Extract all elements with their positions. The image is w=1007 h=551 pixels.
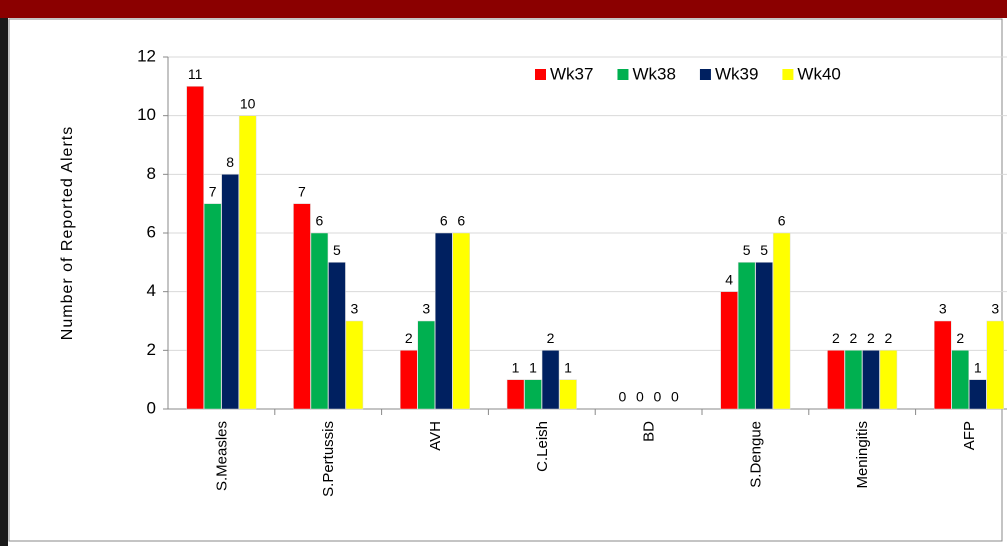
bar <box>293 203 311 410</box>
bar <box>506 379 525 410</box>
x-tick-label: BD <box>641 421 658 442</box>
bar <box>737 262 756 410</box>
bar <box>862 350 880 410</box>
y-tick-label: 0 <box>147 398 156 417</box>
data-label: 2 <box>956 330 964 346</box>
legend-label: Wk38 <box>632 64 675 83</box>
y-tick-label: 4 <box>147 281 156 300</box>
data-label: 6 <box>778 213 786 229</box>
y-axis-title: Number of Reported Alerts <box>59 126 76 340</box>
data-label: 0 <box>636 389 644 405</box>
data-label: 6 <box>440 213 448 229</box>
data-label: 8 <box>226 154 234 170</box>
x-tick-label: Meningitis <box>854 421 871 489</box>
data-label: 5 <box>333 242 341 258</box>
bar <box>310 232 329 410</box>
y-tick-label: 10 <box>137 105 156 124</box>
data-label: 3 <box>422 301 430 317</box>
data-label: 2 <box>850 330 858 346</box>
data-label: 5 <box>743 242 751 258</box>
legend-swatch <box>535 69 546 80</box>
data-label: 1 <box>512 359 520 375</box>
left-border <box>0 18 8 546</box>
y-tick-label: 12 <box>137 46 156 65</box>
data-label: 0 <box>671 389 679 405</box>
bar <box>541 350 560 410</box>
bar <box>186 86 204 410</box>
bar <box>203 203 222 410</box>
y-tick-label: 8 <box>147 164 156 183</box>
data-label: 1 <box>529 359 537 375</box>
x-tick-label: S.Pertussis <box>320 421 337 497</box>
bar <box>827 350 845 410</box>
data-label: 5 <box>760 242 768 258</box>
bar <box>986 320 1004 410</box>
y-tick-label: 2 <box>147 340 156 359</box>
x-tick-label: AFP <box>961 421 978 450</box>
bar <box>238 115 257 410</box>
data-label: 0 <box>653 389 661 405</box>
bar <box>221 174 239 410</box>
header-bar <box>0 0 1007 18</box>
bar <box>755 262 773 410</box>
x-tick-label: S.Dengue <box>747 421 764 488</box>
data-label: 1 <box>564 359 572 375</box>
legend-swatch <box>782 69 794 80</box>
x-tick-label: S.Measles <box>213 421 230 491</box>
data-label: 2 <box>405 330 413 346</box>
bar <box>844 350 863 410</box>
bar <box>524 379 542 410</box>
legend-swatch <box>617 69 629 80</box>
bar <box>345 320 364 410</box>
data-label: 4 <box>725 271 733 287</box>
y-tick-label: 6 <box>147 222 156 241</box>
bar <box>452 232 470 410</box>
data-label: 3 <box>939 301 947 317</box>
data-label: 7 <box>209 183 217 199</box>
bar <box>772 232 791 410</box>
bar <box>400 350 418 410</box>
data-label: 10 <box>240 95 256 111</box>
bar <box>951 350 969 410</box>
data-label: 6 <box>457 213 465 229</box>
data-label: 2 <box>867 330 875 346</box>
legend-label: Wk40 <box>797 64 840 83</box>
data-label: 1 <box>974 359 982 375</box>
legend-label: Wk39 <box>715 64 758 83</box>
legend-label: Wk37 <box>550 64 593 83</box>
data-label: 2 <box>832 330 840 346</box>
data-label: 6 <box>316 213 324 229</box>
data-label: 2 <box>547 330 555 346</box>
data-label: 3 <box>351 301 359 317</box>
x-tick-label: AVH <box>427 421 444 451</box>
bar <box>879 350 898 410</box>
bar <box>969 379 987 410</box>
chart-frame <box>8 18 1003 542</box>
data-label: 11 <box>188 66 203 82</box>
bar <box>435 232 453 410</box>
x-tick-label: C.Leish <box>534 421 551 472</box>
bar <box>559 379 577 410</box>
bar <box>417 320 435 410</box>
data-label: 7 <box>298 183 306 199</box>
legend-swatch <box>699 69 711 80</box>
data-label: 2 <box>885 330 893 346</box>
data-label: 3 <box>991 301 999 317</box>
bar <box>934 320 952 410</box>
data-label: 0 <box>618 389 626 405</box>
bar <box>328 262 346 410</box>
bar <box>720 291 738 410</box>
